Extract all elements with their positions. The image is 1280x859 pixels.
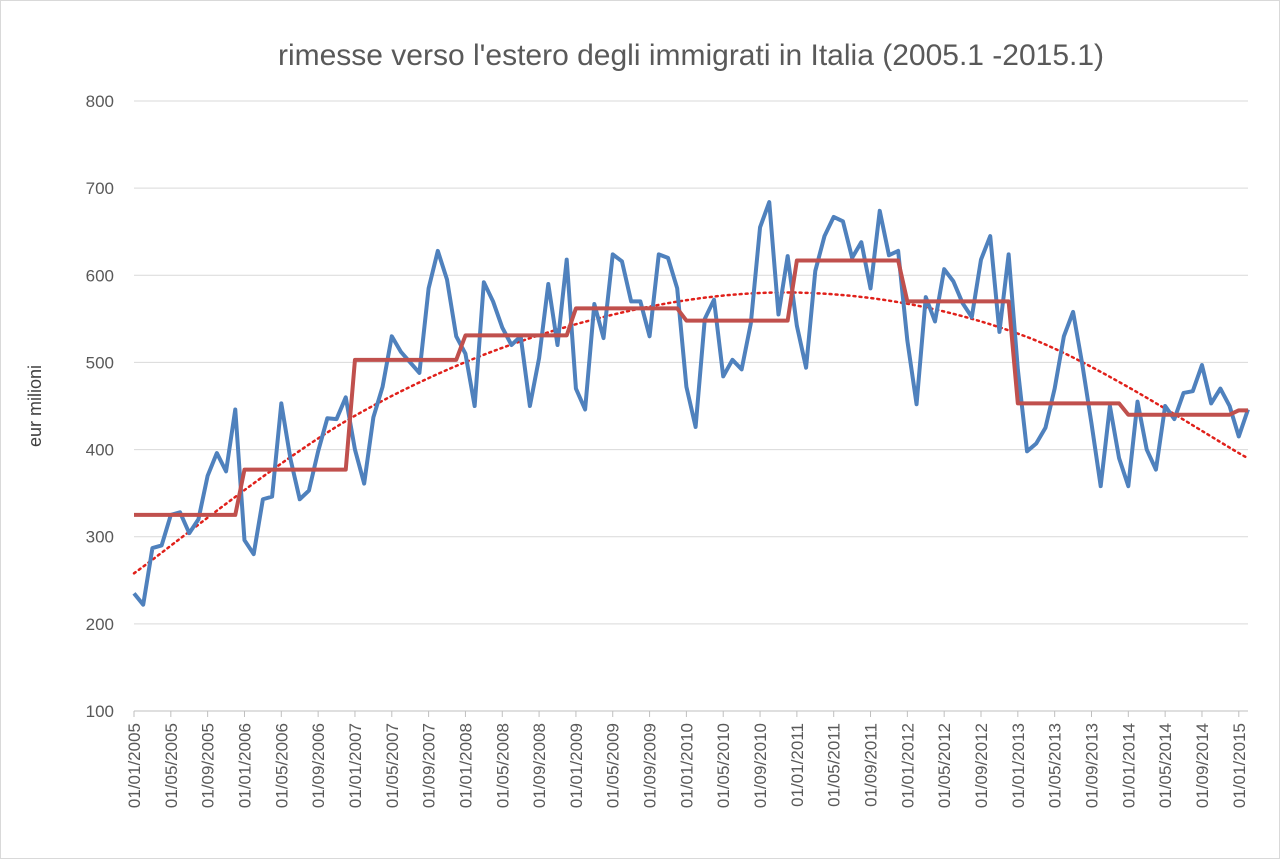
x-tick-label: 01/09/2005	[199, 723, 218, 808]
x-tick-label: 01/05/2005	[162, 723, 181, 808]
x-tick-label: 01/01/2010	[677, 723, 696, 808]
y-tick-label: 700	[86, 179, 114, 198]
y-tick-label: 500	[86, 353, 114, 372]
series-layer	[132, 200, 1250, 607]
x-tick-label: 01/05/2006	[272, 723, 291, 808]
series-trend-line	[132, 291, 1250, 575]
x-tick-label: 01/05/2012	[935, 723, 954, 808]
x-tick-label: 01/09/2012	[972, 723, 991, 808]
x-tick-label: 01/09/2006	[309, 723, 328, 808]
x-tick-label: 01/05/2009	[604, 723, 623, 808]
y-tick-label: 100	[86, 702, 114, 721]
x-tick-label: 01/05/2008	[493, 723, 512, 808]
x-tick-label: 01/09/2008	[530, 723, 549, 808]
x-tick-label: 01/01/2011	[788, 723, 807, 807]
x-tick-label: 01/09/2007	[420, 723, 439, 808]
x-tick-label: 01/05/2007	[383, 723, 402, 808]
x-tick-label: 01/01/2013	[1009, 723, 1028, 808]
y-axis-ticks: 100 200 300 400 500 600 700 800	[86, 92, 114, 721]
x-tick-label: 01/09/2009	[641, 723, 660, 808]
y-tick-label: 200	[86, 615, 114, 634]
y-tick-label: 600	[86, 266, 114, 285]
x-tick-label: 01/01/2008	[456, 723, 475, 808]
series-annual-step-line	[134, 258, 1248, 517]
x-tick-label: 01/09/2014	[1193, 723, 1212, 808]
x-tick-label: 01/01/2014	[1119, 723, 1138, 808]
y-tick-label: 400	[86, 441, 114, 460]
x-tick-label: 01/01/2006	[235, 723, 254, 808]
x-tick-label: 01/01/2009	[567, 723, 586, 808]
x-tick-label: 01/09/2011	[862, 723, 881, 807]
y-tick-label: 800	[86, 92, 114, 111]
x-tick-label: 01/05/2010	[714, 723, 733, 808]
x-tick-label: 01/01/2007	[346, 723, 365, 808]
x-axis-ticks: 01/01/2005 01/05/2005 01/09/2005 01/01/2006…	[125, 711, 1249, 808]
x-tick-label: 01/09/2013	[1082, 723, 1101, 808]
y-axis-title: eur milioni	[25, 365, 45, 447]
x-tick-label: 01/01/2015	[1230, 723, 1249, 808]
chart-title: rimesse verso l'estero degli immigrati i…	[278, 39, 1104, 72]
x-tick-label: 01/05/2011	[825, 723, 844, 807]
x-tick-label: 01/05/2014	[1156, 723, 1175, 808]
x-tick-label: 01/09/2010	[751, 723, 770, 808]
series-monthly-line	[132, 200, 1250, 607]
y-tick-label: 300	[86, 528, 114, 547]
x-tick-label: 01/05/2013	[1046, 723, 1065, 808]
x-tick-label: 01/01/2005	[125, 723, 144, 808]
x-tick-label: 01/01/2012	[898, 723, 917, 808]
